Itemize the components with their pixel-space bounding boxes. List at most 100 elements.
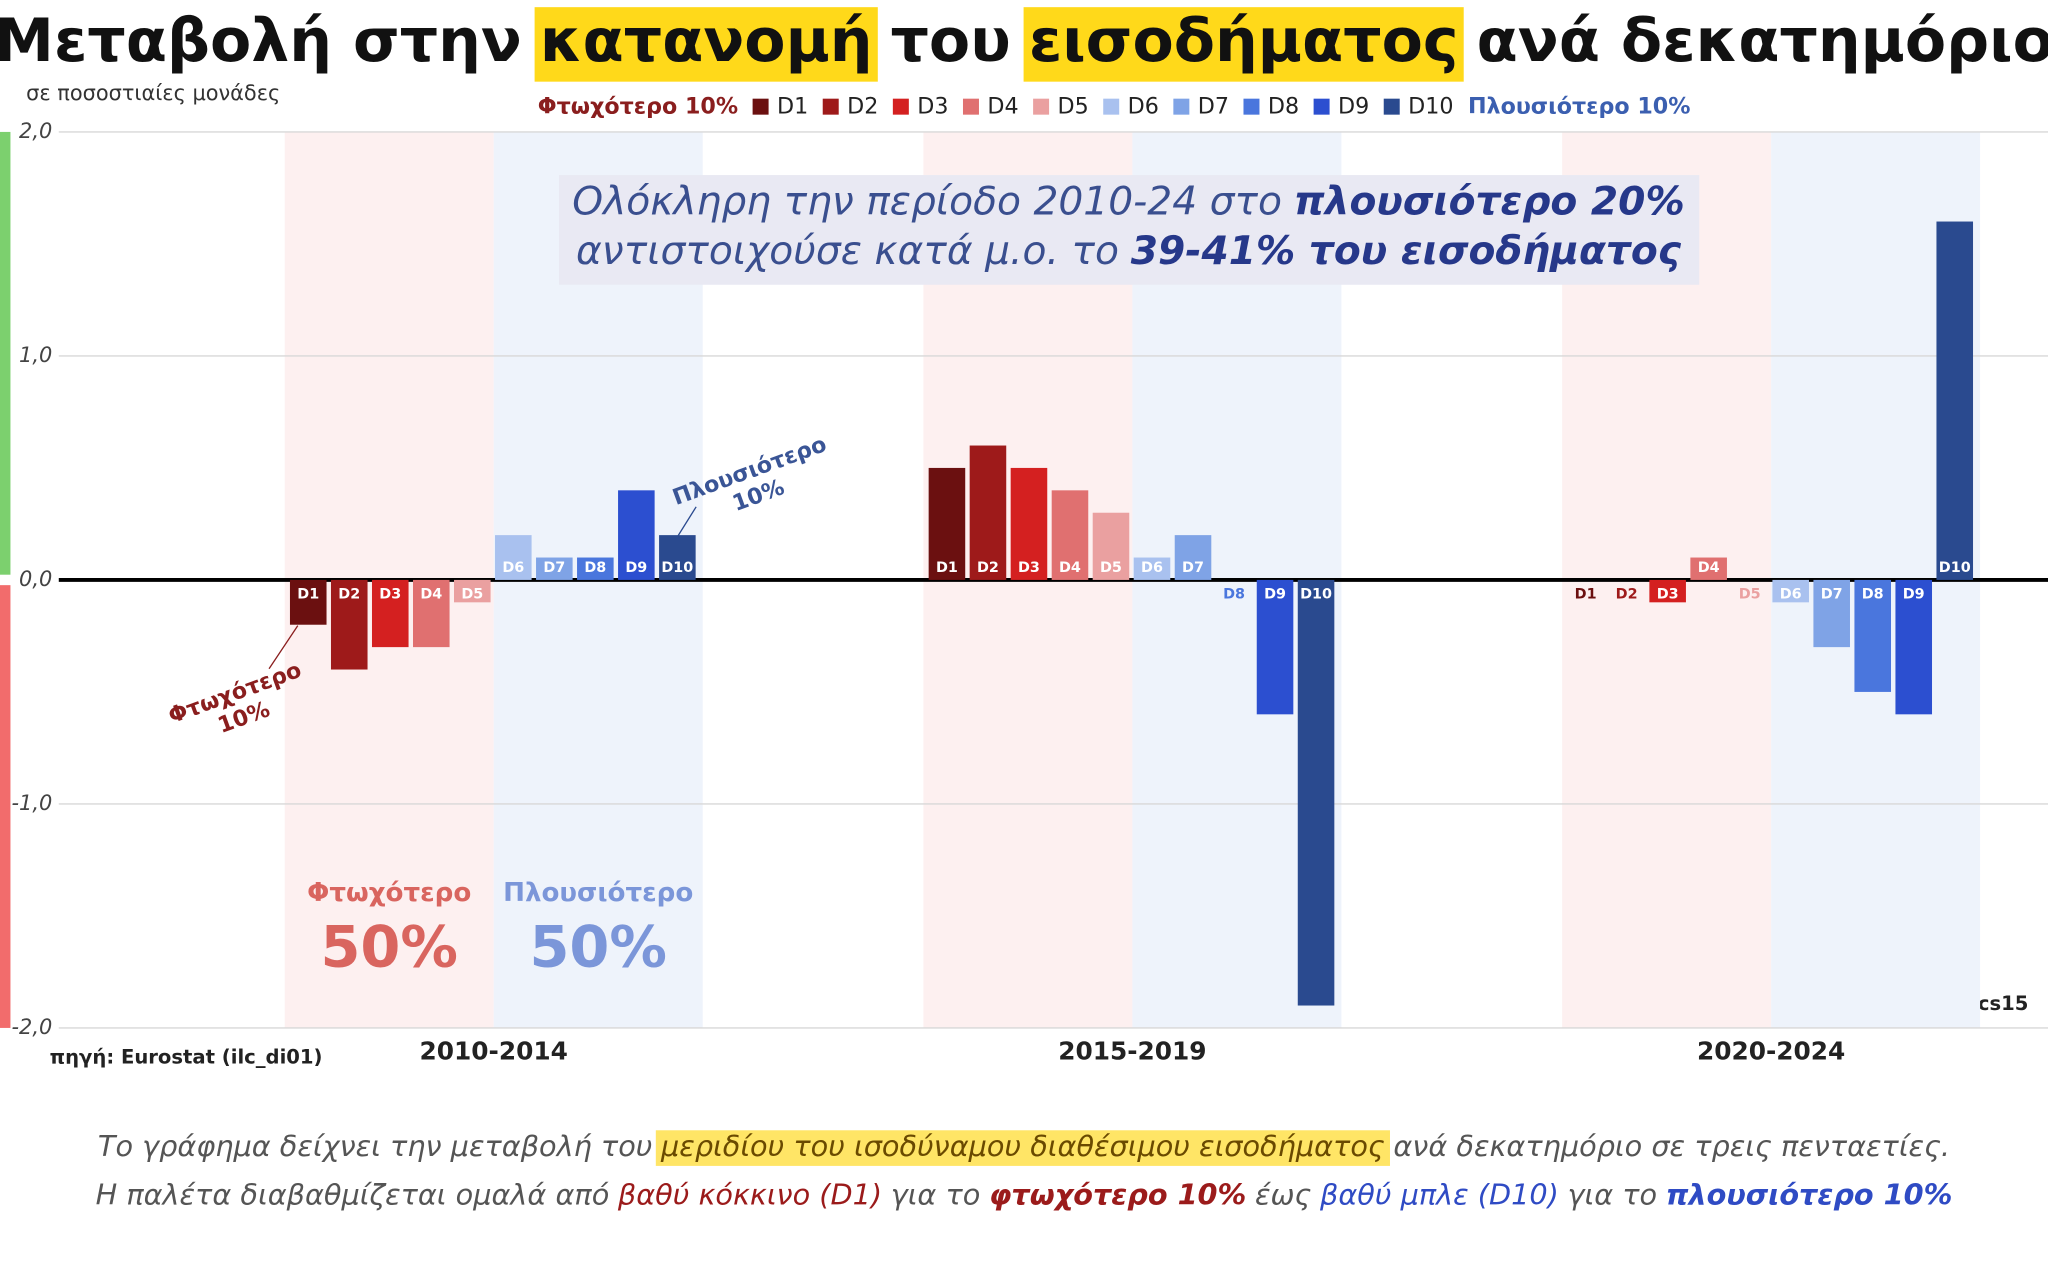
bar xyxy=(412,579,450,648)
y-tick-label: 0,0 xyxy=(19,567,52,591)
bar xyxy=(1133,557,1171,580)
footer-text: ανά δεκατημόριο σε τρεις πενταετίες. xyxy=(1393,1129,1950,1163)
footer-text: πλουσιότερο 10% xyxy=(1666,1177,1953,1211)
annotation-connector xyxy=(676,506,697,539)
x-tick-label: 2010-2014 xyxy=(420,1037,568,1066)
bar-label: D5 xyxy=(1739,586,1761,602)
bar xyxy=(330,579,368,670)
text-row: Η παλέτα διαβαθμίζεται ομαλά από βαθύ κόκ… xyxy=(96,1177,1953,1211)
bar-label: D2 xyxy=(338,586,360,602)
bar-label: D10 xyxy=(1939,560,1971,576)
note-box xyxy=(559,175,1700,285)
bar-label: D9 xyxy=(1903,586,1925,602)
bar xyxy=(1092,512,1130,580)
bar xyxy=(1297,579,1335,1006)
bar-label: D10 xyxy=(1300,586,1332,602)
note-text: αντιστοιχούσε κατά μ.ο. το xyxy=(576,229,1119,274)
bar-label: D8 xyxy=(1862,586,1884,602)
bar-label: D9 xyxy=(625,560,647,576)
half-value: 50% xyxy=(529,913,667,980)
legend-swatch xyxy=(1243,98,1260,115)
y-tick-label: 1,0 xyxy=(19,343,52,367)
bar xyxy=(495,535,532,580)
highlight xyxy=(1023,7,1464,82)
footer-text: για το xyxy=(1567,1177,1657,1211)
legend-swatch xyxy=(1173,98,1190,115)
legend-swatch xyxy=(1383,98,1400,115)
legend-entry: D5 xyxy=(1058,94,1089,120)
bar-label: D10 xyxy=(661,560,693,576)
legend-entry: D4 xyxy=(987,94,1018,120)
y-tick-label: -2,0 xyxy=(12,1015,53,1039)
bar-label: D6 xyxy=(502,560,524,576)
legend-entry: D1 xyxy=(777,94,808,120)
y-tick-label: 2,0 xyxy=(19,119,52,143)
bar xyxy=(1649,579,1686,603)
bar xyxy=(1256,579,1294,715)
text-row: Μεταβολή στην κατανομή του εισοδήματος ανά δ… xyxy=(0,6,2048,82)
annotation-connector xyxy=(268,625,299,670)
legend-entry: D6 xyxy=(1128,94,1159,120)
note-text: Ολόκληρη την περίοδο 2010-24 στο xyxy=(572,179,1282,224)
bar-label: D5 xyxy=(461,586,483,602)
bar xyxy=(371,579,409,648)
legend-swatch xyxy=(892,98,909,115)
bar-label: D4 xyxy=(1698,560,1720,576)
bar xyxy=(1813,579,1850,648)
legend-entry: D2 xyxy=(847,94,878,120)
chart-title: εισοδήματος xyxy=(1029,6,1459,76)
bar-label: D3 xyxy=(1018,560,1040,576)
bar-label: D4 xyxy=(420,586,442,602)
bar-label: D6 xyxy=(1780,586,1802,602)
highlight xyxy=(655,1130,1390,1166)
source: πηγή: Eurostat (ilc_di01) xyxy=(50,1045,323,1068)
bar-label: D6 xyxy=(1141,560,1163,576)
loss-bar xyxy=(0,585,11,1028)
bar xyxy=(289,579,327,625)
legend-label: Φτωχότερο 10% xyxy=(538,94,738,120)
legend-swatch xyxy=(752,98,769,115)
legend-swatch xyxy=(822,98,839,115)
half-label: Φτωχότερο xyxy=(307,878,471,908)
footer-text: για το xyxy=(891,1177,981,1211)
footer-text: βαθύ μπλε (D10) xyxy=(1319,1177,1559,1211)
legend-entry: D3 xyxy=(917,94,948,120)
footer-text: Το γράφημα δείχνει την μεταβολή του xyxy=(98,1129,652,1163)
bar xyxy=(1895,579,1933,715)
bar-label: D2 xyxy=(977,560,999,576)
bar xyxy=(536,557,573,580)
legend-entry: D9 xyxy=(1338,94,1369,120)
bar-label: D7 xyxy=(543,560,565,576)
legend-label: Πλουσιότερο 10% xyxy=(1468,94,1690,120)
legend-swatch xyxy=(1103,98,1120,115)
bar-label: D1 xyxy=(936,560,958,576)
bar-label: D1 xyxy=(297,586,319,602)
bar-label: D2 xyxy=(1616,586,1638,602)
bar xyxy=(659,535,696,580)
bar-label: D3 xyxy=(1657,586,1679,602)
bar xyxy=(1772,579,1809,603)
chart-title: του xyxy=(891,6,1011,76)
bar xyxy=(1051,490,1089,580)
legend-swatch xyxy=(1033,98,1050,115)
bar xyxy=(618,490,655,580)
bar xyxy=(454,579,491,603)
bar-label: D4 xyxy=(1059,560,1081,576)
legend-entry: D7 xyxy=(1198,94,1229,120)
half-value: 50% xyxy=(320,913,458,980)
text-row: Ολόκληρη την περίοδο 2010-24 στο πλουσιότ… xyxy=(572,179,1684,224)
legend-entry: D10 xyxy=(1408,94,1453,120)
footer-text: φτωχότερο 10% xyxy=(989,1177,1246,1211)
bar xyxy=(969,445,1007,580)
text-row: Φτωχότερο 10% D1 D2 D3 D4 D5 D6 D7 D8 D9 D10 Πλουσι… xyxy=(538,94,1691,120)
chart-title: Μεταβολή στην xyxy=(0,6,522,76)
footer-text: βαθύ κόκκινο (D1) xyxy=(617,1177,882,1211)
highlight xyxy=(534,7,878,82)
bar-label: D1 xyxy=(1575,586,1597,602)
chart-title: κατανομή xyxy=(540,6,873,76)
text-row: αντιστοιχούσε κατά μ.ο. το 39-41% του εισ… xyxy=(576,229,1682,274)
footer-text: μεριδίου του ισοδύναμου διαθέσιμου εισοδ… xyxy=(660,1129,1385,1163)
bar xyxy=(577,557,614,580)
